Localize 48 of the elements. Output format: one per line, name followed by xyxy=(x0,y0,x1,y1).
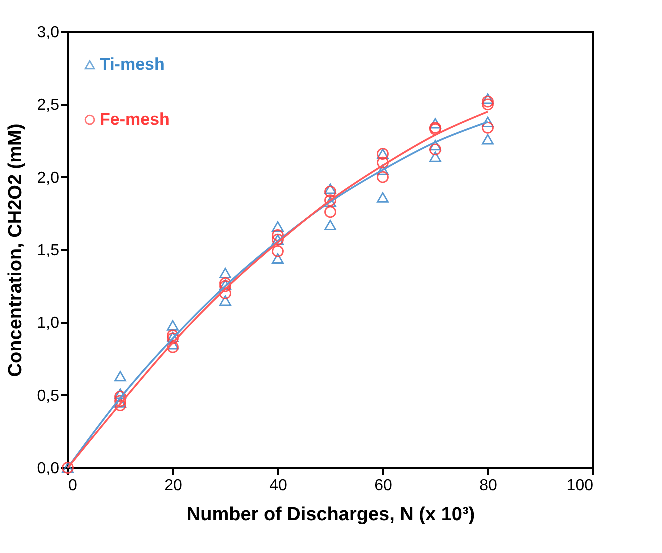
x-tick-label: 0 xyxy=(68,478,78,494)
point xyxy=(377,156,389,169)
point xyxy=(114,371,126,382)
point xyxy=(324,184,336,194)
x-tick-label: 40 xyxy=(270,478,288,494)
point xyxy=(324,220,336,231)
point xyxy=(482,94,494,104)
legend-label: Fe-mesh xyxy=(100,110,170,129)
point xyxy=(220,288,232,300)
point xyxy=(114,390,126,403)
point xyxy=(114,388,126,400)
y-tick-label: 1,0 xyxy=(37,315,60,332)
y-tick-label: 2,0 xyxy=(37,170,60,187)
point xyxy=(377,171,389,184)
point xyxy=(482,116,494,128)
legend-label: Ti-mesh xyxy=(100,55,165,74)
point xyxy=(430,140,442,151)
y-tick-label: 2,5 xyxy=(37,97,60,114)
point xyxy=(272,253,284,264)
point xyxy=(430,152,442,162)
point xyxy=(167,341,179,354)
x-tick-label: 20 xyxy=(164,478,182,494)
y-axis-title: Concentration, CH2O2 (mM) xyxy=(5,124,26,378)
point xyxy=(220,296,232,306)
x-tick-label: 60 xyxy=(374,478,392,494)
point xyxy=(167,320,179,331)
point xyxy=(272,246,284,258)
x-tick-label: 100 xyxy=(566,478,594,494)
y-tick-label: 0,0 xyxy=(37,460,60,478)
point xyxy=(114,400,126,412)
point xyxy=(377,164,389,176)
point xyxy=(482,122,494,134)
point xyxy=(167,332,179,345)
point xyxy=(324,186,336,198)
point xyxy=(220,268,232,278)
x-tick-label: 80 xyxy=(480,478,498,494)
point xyxy=(482,98,494,111)
point xyxy=(324,206,336,218)
point xyxy=(272,222,284,232)
y-tick-label: 3,0 xyxy=(37,24,60,42)
point xyxy=(430,144,442,156)
y-tick-label: 0,5 xyxy=(37,388,60,405)
y-tick-label: 1,5 xyxy=(37,242,60,260)
point xyxy=(482,96,494,108)
point xyxy=(377,192,389,203)
x-axis-title: Number of Discharges, N (x 10³) xyxy=(186,504,476,526)
point xyxy=(482,134,494,145)
point xyxy=(167,339,179,350)
